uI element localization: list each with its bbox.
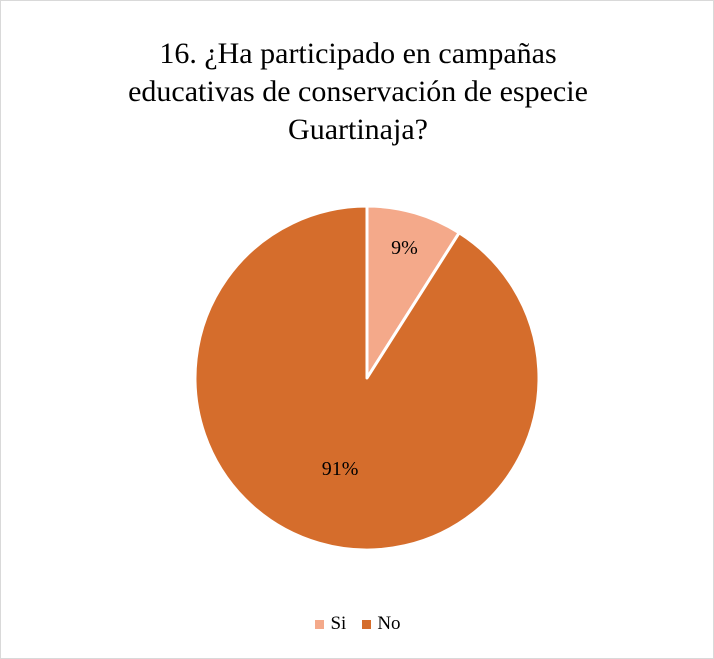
legend-swatch-si (315, 619, 325, 629)
pie-slice-no (193, 204, 541, 552)
legend-label-si: Si (330, 613, 347, 634)
legend-swatch-no (362, 619, 372, 629)
pie-slice-si (365, 204, 461, 380)
legend: Si No (1, 613, 714, 635)
chart-title-line-3: Guartinaja? (288, 113, 428, 146)
legend-item-no: No (362, 613, 401, 635)
chart-title-line-2: educativas de conservación de especie (128, 75, 588, 108)
chart-title-line-1: 16. ¿Ha participado en campañas (159, 37, 557, 70)
chart-title: 16. ¿Ha participado en campañas educativ… (61, 35, 655, 149)
data-label-si: 9% (391, 237, 418, 259)
data-label-no: 91% (322, 458, 359, 480)
legend-label-no: No (377, 613, 401, 634)
legend-item-si: Si (315, 613, 346, 635)
